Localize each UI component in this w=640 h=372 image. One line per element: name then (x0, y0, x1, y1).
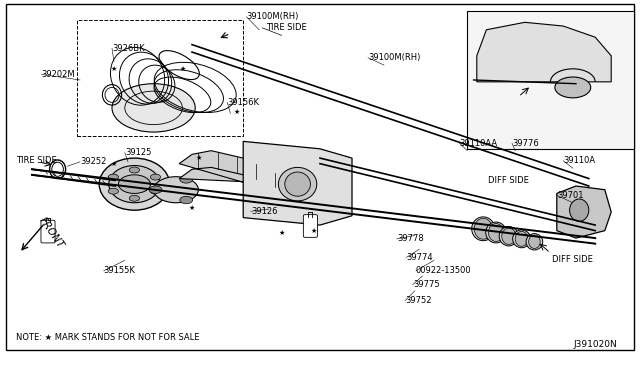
Ellipse shape (109, 166, 160, 203)
Circle shape (555, 77, 591, 98)
Ellipse shape (278, 167, 317, 201)
Text: ★: ★ (179, 66, 186, 72)
Text: 00922-13500: 00922-13500 (416, 266, 472, 275)
Circle shape (129, 195, 140, 201)
Text: ★: ★ (111, 66, 117, 72)
Ellipse shape (99, 158, 170, 210)
Text: ★: ★ (278, 230, 285, 235)
Circle shape (112, 84, 195, 132)
Circle shape (108, 174, 118, 180)
Circle shape (129, 167, 140, 173)
Ellipse shape (285, 172, 310, 196)
Bar (467, 11, 634, 149)
Ellipse shape (526, 234, 543, 250)
Text: ★: ★ (195, 155, 202, 161)
Circle shape (150, 174, 161, 180)
FancyBboxPatch shape (303, 215, 317, 237)
Ellipse shape (515, 231, 528, 246)
Ellipse shape (502, 228, 516, 244)
Ellipse shape (486, 222, 506, 243)
Circle shape (149, 186, 162, 193)
Text: DIFF SIDE: DIFF SIDE (488, 176, 529, 185)
Text: ★: ★ (189, 205, 195, 211)
Circle shape (180, 176, 193, 183)
Circle shape (154, 177, 198, 203)
Text: ★: ★ (111, 161, 117, 167)
FancyBboxPatch shape (41, 220, 55, 243)
Text: 39126: 39126 (251, 207, 277, 216)
Text: TIRE SIDE: TIRE SIDE (16, 156, 57, 165)
Text: FRONT: FRONT (37, 215, 66, 250)
Text: J391020N: J391020N (574, 340, 618, 349)
Ellipse shape (472, 217, 495, 241)
Circle shape (108, 188, 118, 194)
Text: 39100M(RH): 39100M(RH) (368, 53, 420, 62)
Ellipse shape (513, 230, 531, 248)
Text: TIRE SIDE: TIRE SIDE (266, 23, 307, 32)
Text: 39776: 39776 (512, 139, 539, 148)
Text: 39778: 39778 (397, 234, 424, 243)
Text: 39125: 39125 (125, 148, 151, 157)
Polygon shape (243, 141, 352, 225)
Ellipse shape (474, 218, 492, 239)
Ellipse shape (529, 235, 540, 248)
Text: ★: ★ (310, 228, 317, 234)
Text: 3926BK: 3926BK (112, 44, 145, 53)
Text: ★: ★ (234, 109, 240, 115)
Text: 39252: 39252 (80, 157, 106, 166)
Text: 39100M(RH): 39100M(RH) (246, 12, 299, 21)
Text: 39110AA: 39110AA (460, 139, 498, 148)
Circle shape (180, 196, 193, 204)
Text: 39155K: 39155K (104, 266, 136, 275)
Text: 39701: 39701 (557, 191, 583, 200)
Circle shape (150, 188, 161, 194)
Text: 39156K: 39156K (227, 98, 259, 107)
Ellipse shape (499, 227, 518, 246)
Text: DIFF SIDE: DIFF SIDE (552, 255, 593, 264)
Circle shape (118, 175, 150, 193)
Text: 39202M: 39202M (42, 70, 76, 79)
Ellipse shape (570, 199, 589, 221)
Polygon shape (179, 151, 294, 197)
Text: NOTE: ★ MARK STANDS FOR NOT FOR SALE: NOTE: ★ MARK STANDS FOR NOT FOR SALE (16, 333, 200, 342)
Polygon shape (477, 22, 611, 82)
Text: 39752: 39752 (405, 296, 431, 305)
Polygon shape (557, 186, 611, 238)
Text: 39110A: 39110A (563, 156, 595, 165)
Ellipse shape (488, 224, 504, 241)
Text: 39774: 39774 (406, 253, 433, 262)
Text: 39775: 39775 (413, 280, 440, 289)
Bar (77, 20, 243, 136)
